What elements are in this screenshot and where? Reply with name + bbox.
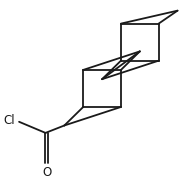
Text: O: O (42, 166, 51, 179)
Text: Cl: Cl (4, 114, 15, 127)
